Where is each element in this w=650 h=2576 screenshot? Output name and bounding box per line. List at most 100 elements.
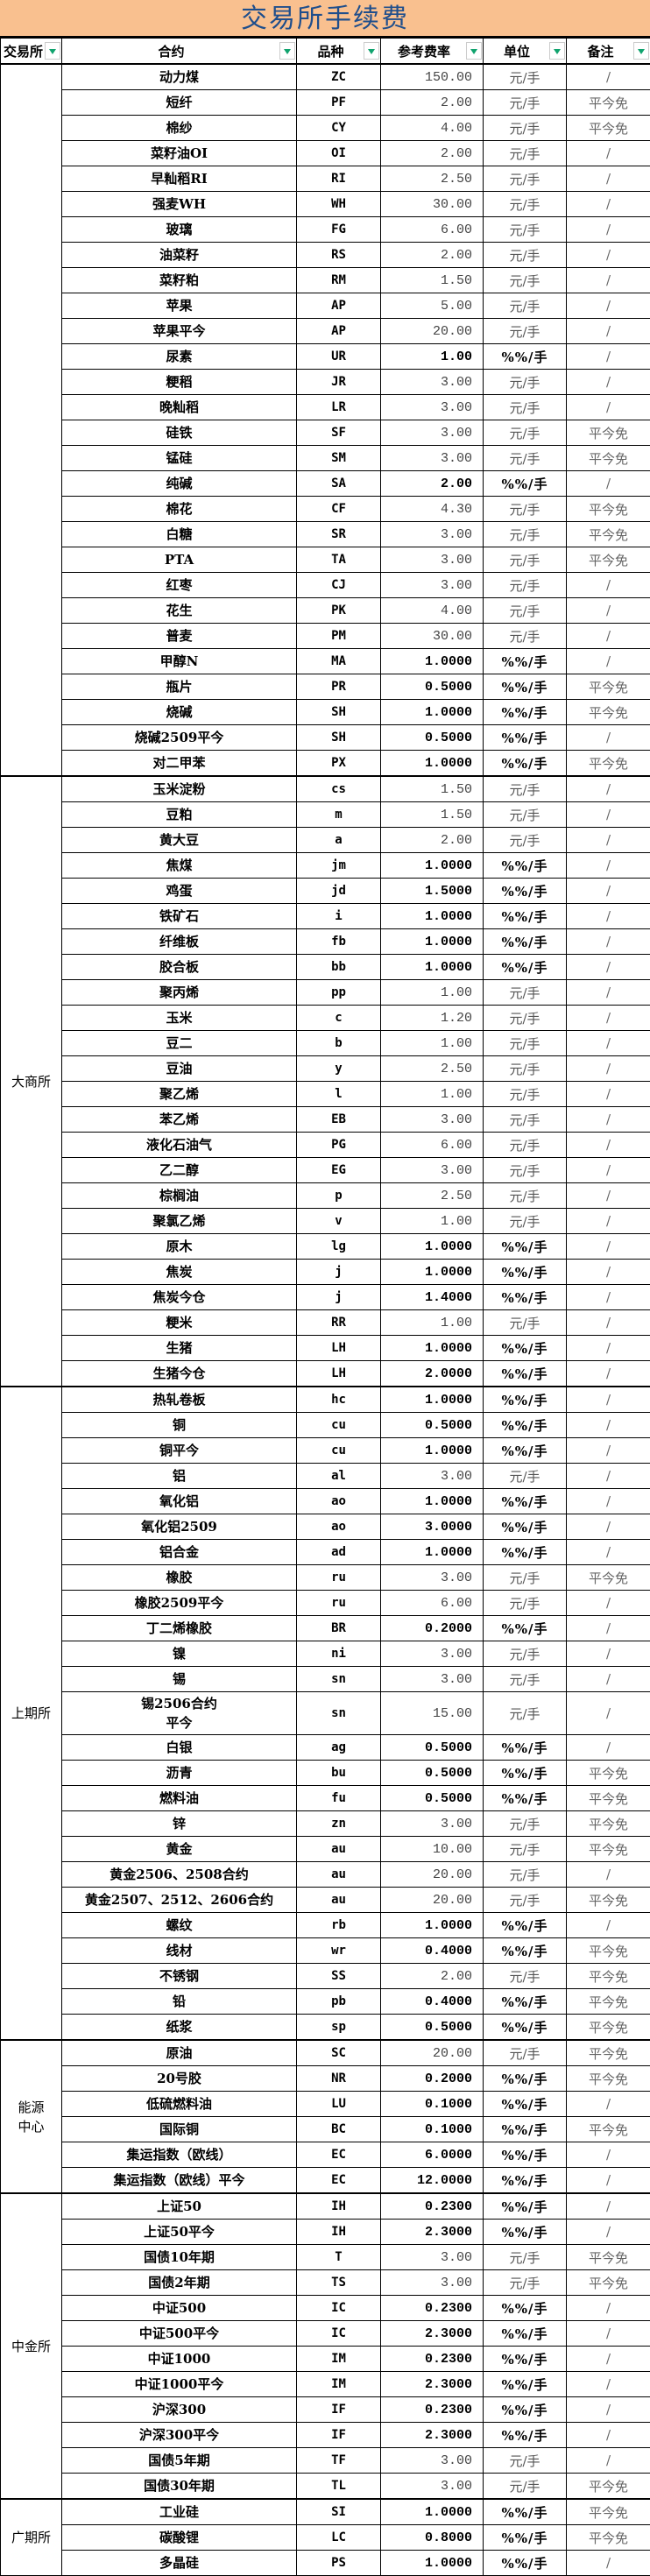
variety-cell[interactable]: ag	[297, 1735, 381, 1761]
rate-cell[interactable]: 2.0000	[381, 1361, 484, 1387]
variety-cell[interactable]: PS	[297, 2551, 381, 2576]
variety-cell[interactable]: EC	[297, 2142, 381, 2168]
rate-cell[interactable]: 3.00	[381, 1667, 484, 1692]
unit-cell[interactable]: 元/手	[484, 1888, 567, 1913]
rate-cell[interactable]: 6.00	[381, 1591, 484, 1616]
contract-cell[interactable]: 工业硅	[62, 2499, 297, 2525]
note-cell[interactable]: /	[567, 573, 650, 598]
rate-cell[interactable]: 0.5000	[381, 725, 484, 751]
rate-cell[interactable]: 2.00	[381, 1964, 484, 1989]
rate-cell[interactable]: 0.8000	[381, 2525, 484, 2551]
unit-cell[interactable]: 元/手	[484, 1158, 567, 1183]
rate-cell[interactable]: 4.00	[381, 116, 484, 141]
unit-cell[interactable]: 元/手	[484, 2270, 567, 2296]
variety-cell[interactable]: ru	[297, 1565, 381, 1591]
variety-cell[interactable]: OI	[297, 141, 381, 166]
note-cell[interactable]: /	[567, 929, 650, 955]
variety-cell[interactable]: ru	[297, 1591, 381, 1616]
note-cell[interactable]: /	[567, 471, 650, 497]
filter-dropdown-icon[interactable]	[364, 42, 379, 60]
note-cell[interactable]: /	[567, 776, 650, 802]
rate-cell[interactable]: 1.00	[381, 344, 484, 370]
variety-cell[interactable]: TL	[297, 2474, 381, 2500]
unit-cell[interactable]: %%/手	[484, 700, 567, 725]
note-cell[interactable]: 平今免	[567, 674, 650, 700]
contract-cell[interactable]: 碳酸锂	[62, 2525, 297, 2551]
rate-cell[interactable]: 10.00	[381, 1837, 484, 1862]
note-cell[interactable]: 平今免	[567, 1786, 650, 1811]
rate-cell[interactable]: 0.5000	[381, 1735, 484, 1761]
contract-cell[interactable]: 铅	[62, 1989, 297, 2015]
filter-dropdown-icon[interactable]	[549, 42, 565, 60]
rate-cell[interactable]: 2.00	[381, 90, 484, 116]
contract-cell[interactable]: 瓶片	[62, 674, 297, 700]
unit-cell[interactable]: 元/手	[484, 598, 567, 624]
unit-cell[interactable]: 元/手	[484, 2245, 567, 2270]
contract-cell[interactable]: 苹果	[62, 293, 297, 319]
variety-cell[interactable]: au	[297, 1862, 381, 1888]
unit-cell[interactable]: %%/手	[484, 904, 567, 929]
unit-cell[interactable]: %%/手	[484, 2397, 567, 2423]
unit-cell[interactable]: %%/手	[484, 751, 567, 777]
variety-cell[interactable]: IM	[297, 2347, 381, 2372]
unit-cell[interactable]: 元/手	[484, 2448, 567, 2474]
note-cell[interactable]: /	[567, 1336, 650, 1361]
variety-cell[interactable]: sn	[297, 1667, 381, 1692]
unit-cell[interactable]: %%/手	[484, 853, 567, 879]
rate-cell[interactable]: 1.00	[381, 1031, 484, 1056]
rate-cell[interactable]: 3.00	[381, 1464, 484, 1489]
note-cell[interactable]: /	[567, 2372, 650, 2397]
contract-cell[interactable]: 沪深300	[62, 2397, 297, 2423]
rate-cell[interactable]: 1.0000	[381, 904, 484, 929]
rate-cell[interactable]: 3.00	[381, 2270, 484, 2296]
unit-cell[interactable]: 元/手	[484, 2040, 567, 2066]
unit-cell[interactable]: %%/手	[484, 1260, 567, 1285]
unit-cell[interactable]: 元/手	[484, 1310, 567, 1336]
rate-cell[interactable]: 1.0000	[381, 955, 484, 980]
unit-cell[interactable]: 元/手	[484, 1056, 567, 1082]
contract-cell[interactable]: 国债10年期	[62, 2245, 297, 2270]
contract-cell[interactable]: 棉花	[62, 497, 297, 522]
variety-cell[interactable]: LH	[297, 1336, 381, 1361]
unit-cell[interactable]: 元/手	[484, 1107, 567, 1133]
variety-cell[interactable]: hc	[297, 1387, 381, 1413]
unit-cell[interactable]: %%/手	[484, 471, 567, 497]
contract-cell[interactable]: 热轧卷板	[62, 1387, 297, 1413]
contract-cell[interactable]: 白糖	[62, 522, 297, 547]
unit-cell[interactable]: %%/手	[484, 1786, 567, 1811]
variety-cell[interactable]: y	[297, 1056, 381, 1082]
rate-cell[interactable]: 3.00	[381, 547, 484, 573]
rate-cell[interactable]: 2.3000	[381, 2321, 484, 2347]
rate-cell[interactable]: 5.00	[381, 293, 484, 319]
unit-cell[interactable]: 元/手	[484, 370, 567, 395]
variety-cell[interactable]: IC	[297, 2321, 381, 2347]
unit-cell[interactable]: 元/手	[484, 1464, 567, 1489]
unit-cell[interactable]: 元/手	[484, 497, 567, 522]
contract-cell[interactable]: 豆粕	[62, 802, 297, 828]
contract-cell[interactable]: 铜	[62, 1413, 297, 1438]
note-cell[interactable]: /	[567, 395, 650, 420]
note-cell[interactable]: /	[567, 955, 650, 980]
variety-cell[interactable]: TA	[297, 547, 381, 573]
rate-cell[interactable]: 3.00	[381, 2448, 484, 2474]
variety-cell[interactable]: FG	[297, 217, 381, 243]
note-cell[interactable]: /	[567, 141, 650, 166]
note-cell[interactable]: /	[567, 2551, 650, 2576]
rate-cell[interactable]: 6.00	[381, 217, 484, 243]
note-cell[interactable]: /	[567, 1234, 650, 1260]
unit-cell[interactable]: %%/手	[484, 1361, 567, 1387]
note-cell[interactable]: /	[567, 166, 650, 192]
unit-cell[interactable]: %%/手	[484, 1234, 567, 1260]
note-cell[interactable]: 平今免	[567, 1938, 650, 1964]
variety-cell[interactable]: IF	[297, 2397, 381, 2423]
note-cell[interactable]: /	[567, 1464, 650, 1489]
unit-cell[interactable]: %%/手	[484, 2117, 567, 2142]
variety-cell[interactable]: rb	[297, 1913, 381, 1938]
rate-cell[interactable]: 1.00	[381, 1082, 484, 1107]
rate-cell[interactable]: 12.0000	[381, 2168, 484, 2194]
note-cell[interactable]: 平今免	[567, 1811, 650, 1837]
contract-cell[interactable]: 不锈钢	[62, 1964, 297, 1989]
variety-cell[interactable]: IM	[297, 2372, 381, 2397]
note-cell[interactable]: /	[567, 344, 650, 370]
unit-cell[interactable]: %%/手	[484, 2296, 567, 2321]
